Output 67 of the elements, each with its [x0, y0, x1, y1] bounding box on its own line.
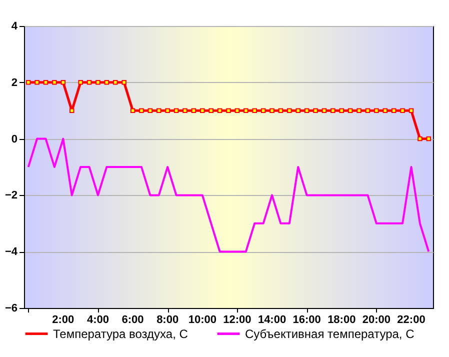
x-tick-label: 20:00: [362, 314, 391, 326]
point: [365, 108, 370, 113]
x-tick-label: 22:00: [397, 314, 426, 326]
point: [374, 108, 379, 113]
point: [113, 80, 118, 85]
point: [122, 80, 126, 85]
point: [296, 108, 300, 113]
point: [287, 108, 292, 113]
point: [200, 108, 205, 113]
x-tick-label: 10:00: [188, 314, 216, 326]
point: [191, 108, 196, 113]
point: [322, 108, 327, 113]
point: [139, 108, 144, 113]
point: [330, 108, 336, 113]
point: [426, 136, 432, 142]
point: [339, 108, 344, 113]
point: [69, 108, 74, 113]
x-tick-label: 18:00: [328, 314, 356, 326]
point: [96, 80, 100, 85]
point: [156, 108, 162, 113]
point: [313, 108, 318, 113]
point: [252, 108, 257, 113]
y-tick-label: −2: [4, 190, 18, 202]
point: [148, 108, 153, 113]
y-tick-label: 4: [11, 20, 18, 32]
y-tick-label: 0: [11, 133, 18, 146]
point: [165, 108, 170, 113]
x-tick-label: 16:00: [292, 314, 321, 326]
point: [130, 108, 136, 113]
legend-label: Субъективная температура, С: [245, 326, 415, 341]
y-tick-label: −4: [4, 246, 18, 258]
line-series: [27, 138, 430, 253]
point: [78, 80, 83, 85]
point: [52, 80, 57, 85]
point: [260, 108, 266, 113]
point: [234, 108, 240, 113]
x-tick-label: 8:00: [156, 314, 179, 326]
x-tick-label: 2:00: [52, 314, 74, 326]
point: [26, 80, 31, 85]
point: [382, 108, 388, 113]
x-tick-label: 14:00: [258, 314, 286, 326]
point: [43, 80, 48, 85]
point: [104, 80, 110, 85]
y-tick-label: −6: [4, 302, 18, 314]
point: [182, 108, 188, 113]
point: [86, 80, 92, 85]
legend-label: Температура воздуха, С: [53, 326, 188, 341]
point: [34, 80, 40, 85]
y-tick-label: 2: [11, 76, 18, 89]
point: [208, 108, 214, 113]
point: [408, 108, 414, 113]
point: [278, 108, 284, 113]
x-tick-label: 6:00: [122, 314, 144, 326]
point: [217, 108, 222, 113]
point: [226, 108, 231, 113]
point: [400, 108, 405, 113]
x-tick-label: 4:00: [86, 314, 109, 326]
point: [348, 108, 353, 113]
x-tick-label: 12:00: [223, 314, 252, 326]
point: [356, 108, 362, 113]
point: [418, 136, 422, 142]
point: [244, 108, 248, 113]
point: [304, 108, 310, 113]
point: [174, 108, 179, 113]
point: [60, 80, 66, 85]
point: [391, 108, 396, 113]
point: [270, 108, 274, 113]
